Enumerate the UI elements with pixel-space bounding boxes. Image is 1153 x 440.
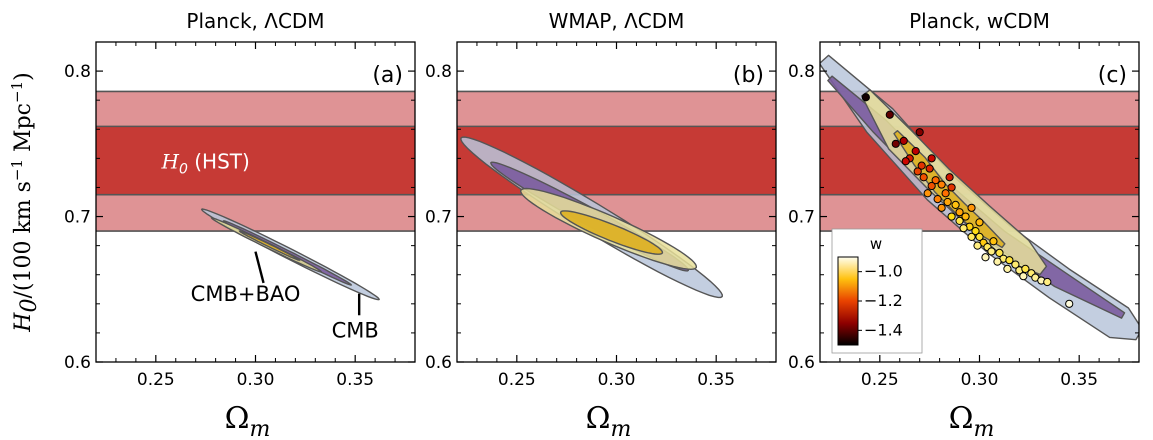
y-tick-label: 0.8 — [64, 62, 91, 82]
panel-3: 0.6 0.7 0.8 0.25 0.30 0.35 Planck, wCDM (c) Ωm w −… — [788, 9, 1140, 440]
scatter-point — [885, 110, 894, 119]
colorbar: w −1.0 −1.2 −1.4 — [831, 228, 923, 354]
h0-band-inner — [820, 126, 1139, 195]
scatter-point — [975, 218, 984, 227]
scatter-point — [987, 247, 996, 256]
scatter-point — [931, 176, 940, 185]
colorbar-gradient — [837, 256, 859, 346]
y-tick-label: 0.7 — [788, 208, 815, 228]
panel-title: WMAP, ΛCDM — [549, 9, 685, 33]
x-tick-label: 0.25 — [861, 370, 899, 390]
scatter-point — [861, 93, 870, 102]
y-tick-label: 0.6 — [64, 353, 91, 373]
scatter-point — [1019, 272, 1028, 281]
scatter-point — [945, 173, 954, 182]
panel-letter: (a) — [372, 63, 403, 88]
scatter-point — [1005, 256, 1014, 265]
scatter-point — [947, 183, 956, 192]
scatter-point — [993, 257, 1002, 266]
contour-cmb-bao-inner — [238, 230, 301, 261]
scatter-point — [937, 180, 946, 189]
y-axis-label: H0/(100 km s−1 Mpc−1) — [8, 72, 42, 332]
scatter-point — [917, 161, 926, 170]
scatter-point — [915, 128, 924, 137]
scatter-point — [943, 197, 952, 207]
colorbar-title: w — [870, 235, 882, 253]
scatter-point — [971, 226, 980, 236]
panel-1: 0.6 0.7 0.8 0.25 0.30 0.35 Planck, ΛCDM (a) Ωm H0… — [64, 9, 416, 440]
x-tick-label: 0.30 — [237, 370, 275, 390]
y-tick-label: 0.8 — [425, 62, 452, 82]
scatter-point — [901, 157, 910, 166]
x-axis-label: Ωm — [949, 401, 995, 440]
scatter-point — [955, 216, 964, 226]
scatter-point — [923, 189, 932, 198]
panel-letter: (b) — [733, 63, 764, 88]
contour-cmb-bao-inner — [559, 210, 664, 255]
x-tick-label: 0.35 — [336, 370, 374, 390]
scatter-point — [989, 237, 998, 246]
scatter-point — [1043, 277, 1052, 287]
plot-area — [820, 54, 1139, 341]
annotation-label: CMB+BAO — [191, 282, 301, 306]
scatter-point — [937, 203, 946, 212]
scatter-point — [995, 248, 1004, 258]
scatter-point — [959, 224, 968, 233]
plot-area — [96, 90, 415, 301]
panel-title: Planck, ΛCDM — [186, 9, 324, 33]
annotation-pointer — [254, 251, 265, 284]
scatter-point — [951, 200, 960, 210]
h0-band-label: H0 (HST) — [161, 149, 250, 177]
scatter-point — [927, 154, 936, 163]
x-tick-label: 0.25 — [137, 370, 175, 390]
scatter-point — [967, 232, 976, 242]
scatter-point — [927, 181, 936, 191]
scatter-point — [1021, 264, 1030, 274]
scatter-point — [941, 189, 950, 198]
x-tick-label: 0.25 — [498, 370, 536, 390]
scatter-point — [1003, 264, 1012, 274]
scatter-point — [911, 146, 920, 156]
scatter-point — [981, 253, 990, 262]
scatter-point — [919, 173, 928, 182]
colorbar-tick-label: −1.0 — [864, 262, 903, 281]
plot-area — [457, 90, 776, 299]
scatter-point — [1011, 260, 1020, 269]
y-tick-label: 0.7 — [64, 208, 91, 228]
panel-2: 0.6 0.7 0.8 0.25 0.30 0.35 WMAP, ΛCDM (b) Ωm — [425, 9, 777, 440]
x-tick-label: 0.35 — [1060, 370, 1098, 390]
scatter-point — [933, 194, 942, 204]
colorbar-tick-label: −1.2 — [864, 291, 903, 310]
panel-letter: (c) — [1098, 63, 1127, 88]
x-axis-label: Ωm — [225, 401, 271, 440]
scatter-point — [967, 203, 976, 212]
y-tick-label: 0.8 — [788, 62, 815, 82]
y-tick-label: 0.7 — [425, 208, 452, 228]
scatter-point — [925, 164, 934, 173]
x-tick-label: 0.35 — [697, 370, 735, 390]
colorbar-tick-label: −1.4 — [864, 320, 903, 339]
scatter-point — [891, 139, 900, 148]
scatter-point — [947, 212, 956, 221]
scatter-point — [975, 232, 984, 242]
x-tick-label: 0.30 — [961, 370, 999, 390]
scatter-point — [961, 212, 970, 221]
h0-band-inner — [96, 126, 415, 195]
y-tick-label: 0.6 — [425, 353, 452, 373]
panel-title: Planck, wCDM — [909, 9, 1050, 33]
scatter-point — [1065, 299, 1074, 308]
scatter-point — [899, 136, 908, 146]
scatter-point — [913, 167, 922, 176]
x-tick-label: 0.30 — [598, 370, 636, 390]
annotation-label: CMB — [332, 318, 379, 342]
y-tick-label: 0.6 — [788, 353, 815, 373]
x-axis-label: Ωm — [586, 401, 632, 440]
scatter-point — [955, 208, 964, 217]
scatter-point — [973, 241, 982, 250]
